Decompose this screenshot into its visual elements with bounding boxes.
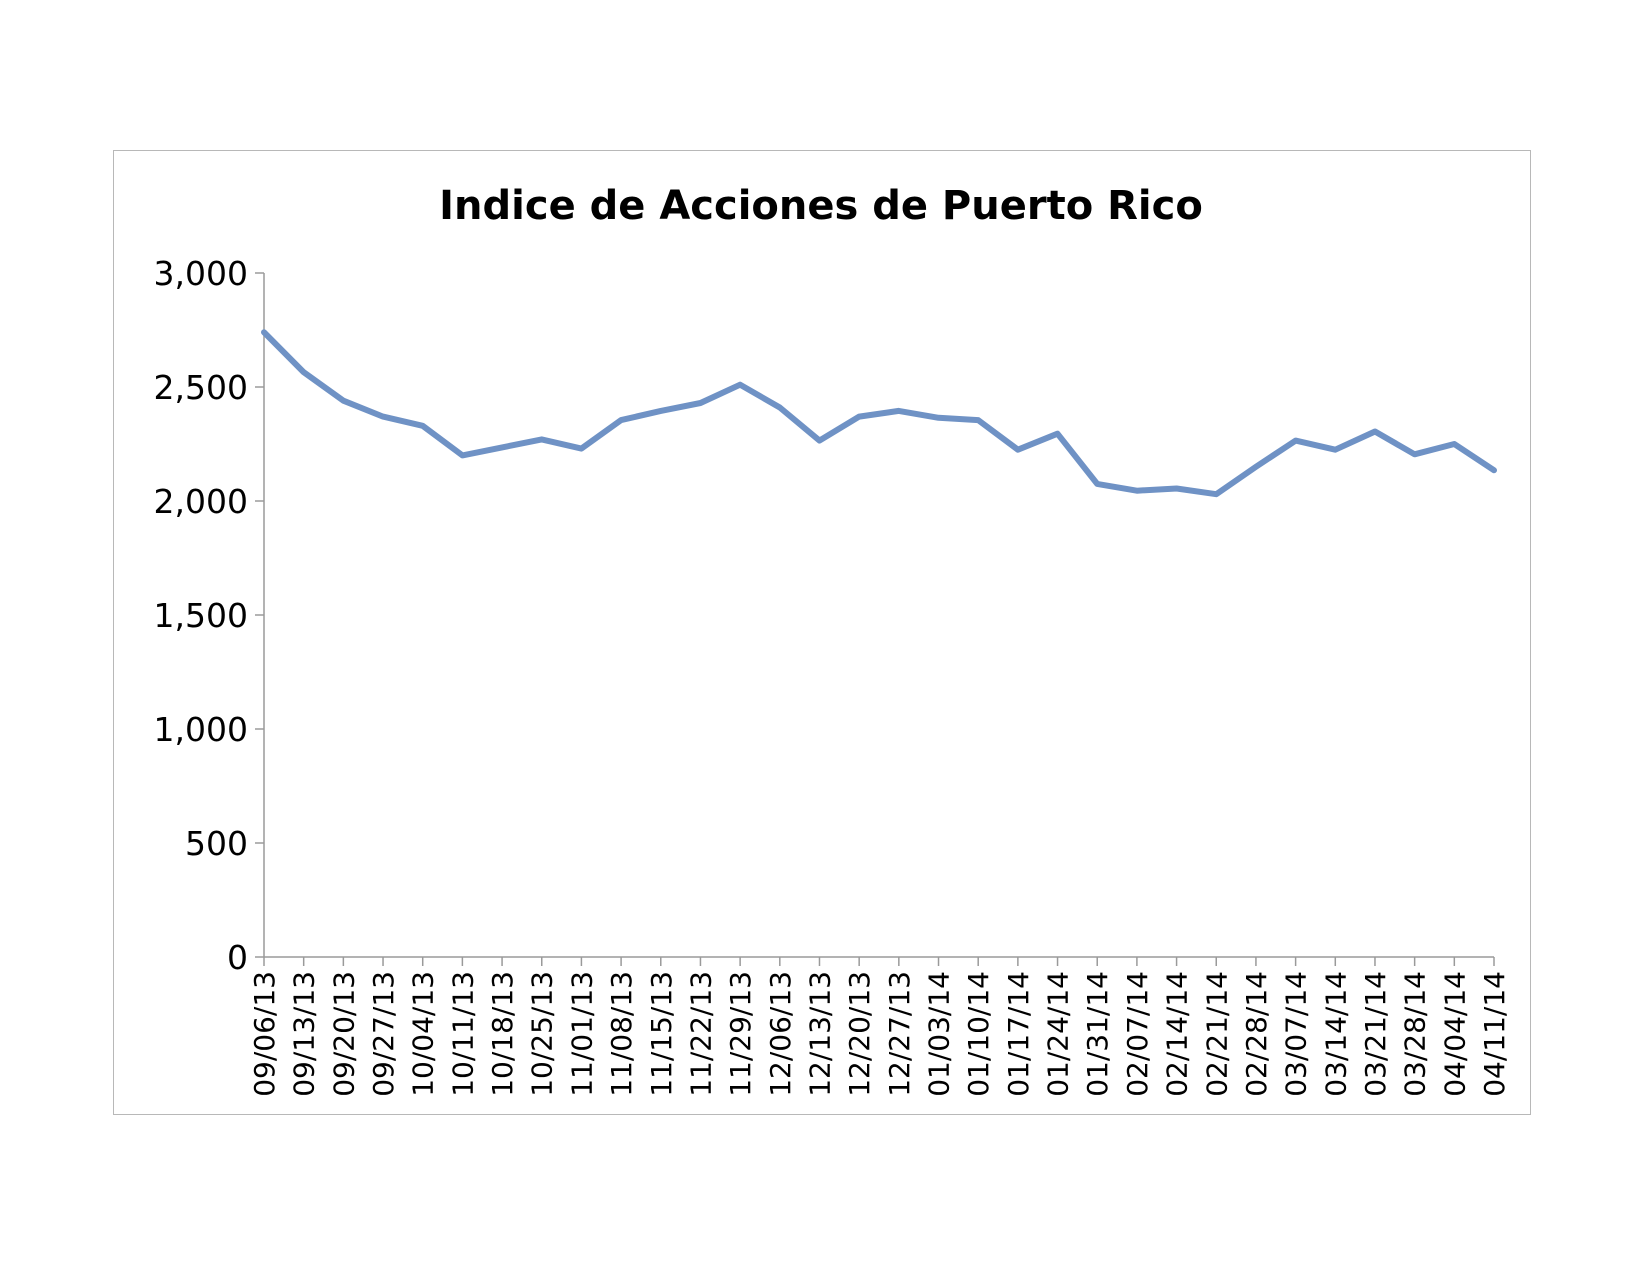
- x-tick-label: 03/28/14: [1399, 971, 1432, 1097]
- x-tick-label: 11/22/13: [684, 971, 717, 1097]
- x-axis: 09/06/13 09/13/13 09/20/13 09/27/13 10/04/13…: [248, 956, 1511, 1097]
- y-tick-label: 0: [227, 938, 248, 977]
- x-tick-label: 10/11/13: [446, 971, 479, 1097]
- x-tick-label: 12/06/13: [764, 971, 797, 1097]
- x-tick-label: 10/25/13: [526, 971, 559, 1097]
- x-tick-label: 03/21/14: [1359, 971, 1392, 1097]
- x-tick-label: 02/07/14: [1121, 971, 1154, 1097]
- x-tick-label: 09/13/13: [288, 971, 321, 1097]
- x-tick-label: 10/04/13: [407, 971, 440, 1097]
- chart-title: Indice de Acciones de Puerto Rico: [439, 183, 1203, 229]
- y-tick-label: 1,000: [154, 710, 248, 749]
- x-tick-label: 11/08/13: [605, 971, 638, 1097]
- y-tick-label: 1,500: [154, 596, 248, 635]
- x-tick-label: 10/18/13: [486, 971, 519, 1097]
- x-tick-label: 03/07/14: [1280, 971, 1313, 1097]
- x-tick-label: 04/11/14: [1478, 971, 1511, 1097]
- x-tick-label: 01/24/14: [1042, 971, 1075, 1097]
- y-tick-label: 500: [185, 824, 248, 863]
- series-line: [261, 329, 1497, 498]
- x-tick-label: 01/17/14: [1002, 971, 1035, 1097]
- chart-frame: Indice de Acciones de Puerto Rico 0 500 1,…: [113, 150, 1531, 1115]
- x-tick-label: 12/20/13: [843, 971, 876, 1097]
- x-tick-label: 11/29/13: [724, 971, 757, 1097]
- x-tick-label: 03/14/14: [1319, 971, 1352, 1097]
- y-tick-label: 3,000: [154, 254, 248, 293]
- y-axis: 0 500 1,000 1,500 2,000 2,500 3,000: [154, 254, 265, 977]
- x-tick-label: 02/28/14: [1240, 971, 1273, 1097]
- y-tick-label: 2,500: [154, 368, 248, 407]
- x-tick-label: 11/01/13: [565, 971, 598, 1097]
- x-tick-label: 02/21/14: [1200, 971, 1233, 1097]
- line-chart: Indice de Acciones de Puerto Rico 0 500 1,…: [154, 183, 1511, 1097]
- x-tick-label: 11/15/13: [645, 971, 678, 1097]
- x-tick-label: 04/04/14: [1438, 971, 1471, 1097]
- x-tick-label: 09/27/13: [367, 971, 400, 1097]
- series-layer: [261, 329, 1497, 498]
- x-tick-label: 12/13/13: [803, 971, 836, 1097]
- x-tick-label: 09/20/13: [327, 971, 360, 1097]
- x-tick-label: 01/10/14: [962, 971, 995, 1097]
- x-tick-label: 01/31/14: [1081, 971, 1114, 1097]
- y-tick-label: 2,000: [154, 482, 248, 521]
- x-tick-label: 02/14/14: [1161, 971, 1194, 1097]
- x-tick-label: 09/06/13: [248, 971, 281, 1097]
- x-tick-label: 12/27/13: [883, 971, 916, 1097]
- x-tick-label: 01/03/14: [923, 971, 956, 1097]
